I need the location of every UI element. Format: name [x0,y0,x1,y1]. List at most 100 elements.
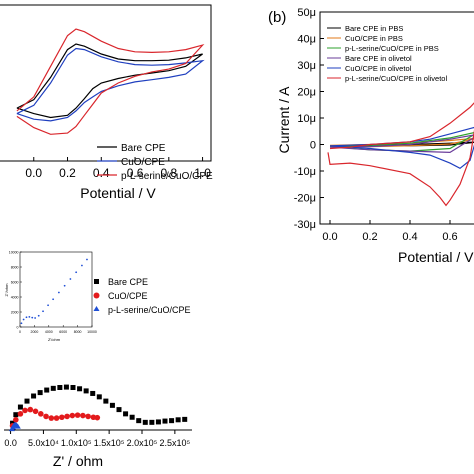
panel-b-xtick-label: 0.2 [362,231,377,243]
panel-c-point-0 [155,419,161,425]
inset-point-0 [28,315,31,318]
panel-c-point-0 [44,387,50,393]
panel-c-point-1 [85,413,91,420]
panel-c-point-0 [123,411,129,417]
inset-point-0 [20,322,23,325]
panel-b: (b) 50μ 40μ 30μ 20μ 10μ 0 -10μ -20μ -30μ 0.0 0.2 0… [268,7,474,265]
panel-c-point-0 [63,384,69,390]
panel-b-ytick-label: 40μ [297,34,316,46]
inset-xtick-label: 6000 [59,330,67,334]
panel-c-point-1 [17,411,24,417]
inset-point-0 [34,317,37,319]
legend-a-bare-cpe: Bare CPE [121,143,166,154]
panel-c-point-2 [14,423,21,429]
legend-b-1: CuO/CPE in PBS [345,34,403,43]
panel-c-point-1 [69,412,76,419]
panel-c-point-0 [182,416,188,422]
panel-c-point-0 [37,390,43,396]
panel-b-series-5 [327,102,474,207]
panel-c-point-0 [169,418,175,424]
inset-point-0 [37,314,40,317]
panel-a-xtick-label: 0.2 [59,166,76,180]
legend-c-pserine: p-L-serine/CuO/CPE [108,305,191,315]
panel-b-xlabel: Potential / V [398,249,474,265]
panel-c-point-1 [94,414,101,421]
panel-a-series-1 [16,47,205,122]
panel-b-ytick-label: -20μ [294,193,316,205]
inset-point-0 [31,316,34,319]
panel-c-xtick-label: 2.5x10⁵ [159,438,190,448]
panel-c-point-0 [162,418,168,424]
panel-b-xtick-label: 0.4 [402,231,417,243]
panel-c-point-0 [57,385,63,390]
panel-a-legend: Bare CPE CuO/CPE p-L-serine/CuO/CPE [97,143,213,182]
legend-c-cuo-cpe: CuO/CPE [108,291,148,301]
inset-point-0 [81,264,83,267]
panel-c-point-1 [13,417,19,423]
inset-point-0 [69,278,72,280]
panel-c-point-0 [31,393,37,399]
panel-c: 0.0 5.0x10⁴ 1.0x10⁵ 1.5x10⁵ 2.0x10⁵ 2.5x10⁵ Z… [4,250,192,469]
panel-b-ytick-label: -10μ [294,166,316,178]
panel-a-xtick-label: 0.4 [93,166,110,180]
inset-ytick-label: 6000 [11,280,19,284]
inset-ytick-label: 2000 [11,310,19,314]
inset-xtick-label: 0 [19,330,21,334]
legend-a-pserine: p-L-serine/CuO/CPE [121,171,213,182]
panel-a-xtick-label: 0.6 [127,166,144,180]
inset-ytick-label: 0 [17,325,19,329]
panel-a-xlabel: Potential / V [80,185,156,201]
panel-b-ylabel: Current / A [276,86,292,154]
inset-point-0 [47,304,49,307]
panel-b-ytick-label: 30μ [297,60,316,72]
inset-xtick-label: 8000 [74,330,82,334]
inset-ytick-label: 4000 [11,295,19,299]
panel-a-series-0 [16,43,203,119]
panel-c-legend: Bare CPE CuO/CPE p-L-serine/CuO/CPE [93,277,191,315]
panel-c-point-0 [17,404,23,410]
inset-frame [19,251,93,328]
panel-c-point-1 [27,406,34,413]
panel-c-xtick-label: 2.0x10⁵ [127,438,158,448]
panel-c-point-0 [103,398,109,404]
panel-a: 1.0 0.8 0.6 0.4 0.2 0.0 Potential / V Bare CP… [0,4,213,201]
panel-b-ytick-label: 10μ [297,113,316,125]
inset-ytick-label: 10000 [9,250,19,254]
panel-c-point-0 [24,398,30,404]
panel-a-xtick-label: 1.0 [194,166,211,180]
inset-ylabel: Z''/ohm [4,283,9,297]
panel-c-point-1 [53,415,60,421]
panel-c-point-1 [64,413,70,420]
panel-a-xtick-label: 0.0 [25,166,42,180]
panel-b-ytick-label: 0 [310,140,316,152]
panel-c-point-0 [149,419,155,425]
panel-c-xtick-label: 0.0 [4,438,17,448]
legend-b-5: p-L-serine/CuO/CPE in olivetol [345,74,447,83]
panel-c-point-1 [74,412,81,418]
panel-c-inset: 0 2000 4000 6000 8000 10000 10000 8000 6000 4000 2… [4,250,97,342]
panel-c-point-0 [129,414,135,420]
inset-point-0 [42,310,44,313]
inset-xlabel: Z'/ohm [48,337,61,342]
panel-c-point-1 [59,414,65,421]
panel-b-xtick-label: 0.6 [442,231,457,243]
panel-a-xtick-label: 0.8 [160,166,177,180]
panel-c-xtick-label: 1.0x10⁵ [61,438,92,448]
panel-c-point-0 [77,386,83,392]
panel-b-legend: Bare CPE in PBS CuO/CPE in PBS p-L-serin… [327,24,447,83]
panel-c-point-0 [83,388,89,394]
panel-c-point-0 [175,417,181,423]
inset-ytick-label: 8000 [11,265,19,269]
legend-b-4: CuO/CPE in olivetol [345,64,412,73]
panel-c-point-0 [116,407,122,413]
inset-point-0 [63,284,66,287]
panel-c-point-0 [136,418,142,424]
panel-a-series-2 [16,28,205,135]
panel-b-xtick-label: 0.0 [322,231,337,243]
panel-c-point-0 [142,419,148,425]
inset-point-0 [25,316,28,319]
inset-xtick-label: 10000 [87,330,97,334]
inset-xtick-label: 2000 [31,330,39,334]
panel-c-xtick-label: 5.0x10⁴ [28,438,59,448]
